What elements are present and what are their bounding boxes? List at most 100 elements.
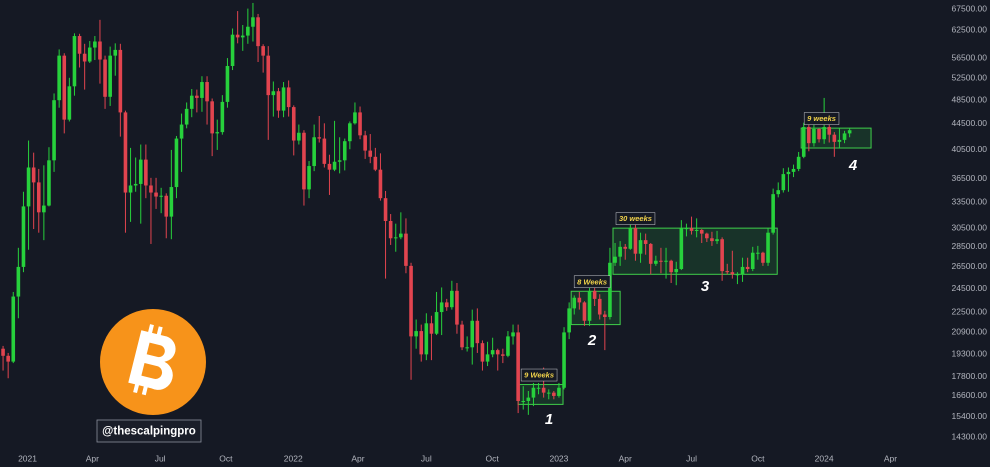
candle-body [807, 127, 811, 144]
candle-body [302, 132, 306, 190]
candle-body [725, 271, 730, 273]
candle-body [261, 46, 265, 56]
y-tick-label: 67500.00 [952, 3, 988, 13]
candle-body [796, 156, 801, 169]
candle-body [358, 112, 362, 136]
candle-body [399, 233, 403, 238]
candle-body [312, 137, 316, 167]
x-tick-label: Jul [421, 453, 432, 463]
y-tick-label: 16600.00 [952, 390, 988, 400]
y-tick-label: 40500.00 [952, 144, 988, 154]
candle-body [608, 262, 612, 317]
candle-body [705, 233, 709, 239]
candle-body [1, 348, 5, 356]
candle-body [21, 206, 26, 267]
logo-bar [156, 326, 163, 338]
logo-bar [133, 382, 140, 394]
candle-body [842, 133, 847, 140]
candle-body [613, 256, 617, 263]
candle-body [623, 246, 628, 249]
x-tick-label: Jul [686, 453, 697, 463]
candle-body [699, 229, 704, 234]
candle-body [455, 290, 459, 325]
candle-body [368, 150, 373, 157]
candle-body [307, 166, 311, 190]
candle-body [353, 112, 357, 124]
candle-body [429, 323, 434, 334]
candle-body [169, 187, 174, 217]
candle-body [266, 55, 271, 96]
candle-body [526, 397, 531, 401]
y-tick-label: 52500.00 [952, 73, 988, 83]
logo-b [128, 330, 176, 390]
candle-body [195, 95, 199, 98]
zones [517, 127, 872, 405]
candle-body [62, 55, 67, 120]
candle-body [144, 159, 148, 186]
candle-body [118, 49, 123, 113]
candle-body [562, 332, 566, 388]
candle-body [664, 260, 668, 262]
candle-body [52, 100, 56, 161]
bitcoin-logo [100, 309, 206, 415]
candle-body [154, 192, 158, 197]
candle-body [460, 324, 464, 348]
zone-label-box [520, 368, 558, 382]
candle-body [93, 41, 97, 48]
candle-body [235, 34, 240, 38]
y-tick-label: 14300.00 [952, 431, 988, 441]
candle-body [786, 171, 791, 175]
candle-body [817, 128, 821, 140]
candle-body [57, 55, 61, 101]
candle-body [597, 298, 602, 315]
watermark: @thescalpingpro [102, 426, 196, 438]
candle-body [735, 274, 740, 276]
candle-body [246, 26, 250, 36]
candle-body [837, 139, 842, 142]
candle-body [11, 296, 16, 362]
candle-body [480, 343, 485, 362]
candle-body [756, 252, 760, 254]
candle-body [67, 86, 72, 120]
y-tick-label: 62500.00 [952, 24, 988, 34]
candle-body [87, 47, 92, 62]
candle-body [419, 331, 424, 355]
candle-body [791, 168, 796, 172]
candle-body [291, 107, 296, 141]
candle-body [251, 17, 255, 27]
candle-body [766, 232, 770, 263]
candle-body [179, 124, 184, 139]
candle-body [383, 198, 388, 221]
candle-body [669, 260, 673, 273]
y-tick-label: 19300.00 [952, 349, 988, 359]
candle-body [485, 354, 490, 362]
x-tick-label: Oct [219, 453, 233, 463]
candle-body [210, 101, 214, 134]
candle-body [133, 183, 138, 186]
candle-body [393, 237, 398, 239]
candle-body [337, 160, 342, 162]
candle-body [42, 205, 46, 213]
x-tick-label: Oct [751, 453, 765, 463]
x-tick-label: Apr [884, 453, 897, 463]
candle-body [801, 127, 806, 157]
candle-body [286, 87, 291, 108]
candle-body [531, 387, 536, 398]
logo-glyph [128, 324, 176, 396]
candle-body [348, 123, 352, 142]
candle-body [113, 49, 118, 56]
candle-body [220, 101, 225, 133]
candle-body [679, 228, 684, 270]
y-tick-label: 26500.00 [952, 261, 988, 271]
candle-body [72, 36, 77, 87]
watermark-box [96, 419, 202, 443]
candle-body [648, 243, 653, 264]
candle-body [164, 195, 169, 217]
candle-body [781, 174, 786, 191]
candle-body [587, 290, 592, 321]
candle-body [450, 290, 454, 308]
y-tick-label: 44500.00 [952, 118, 988, 128]
candle-body [77, 36, 82, 54]
candle-body [363, 135, 367, 151]
